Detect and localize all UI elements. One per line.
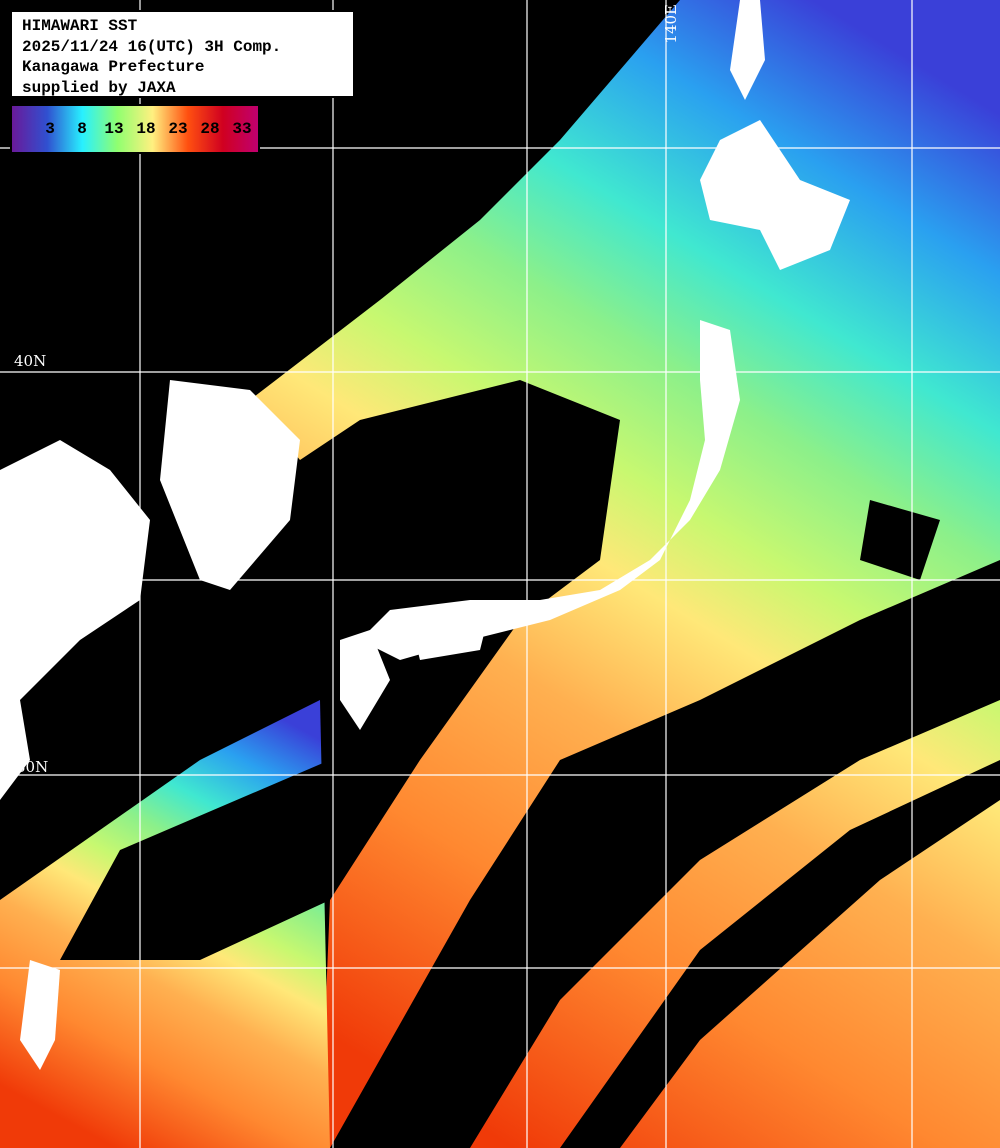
sea-surface-clear xyxy=(250,0,1000,1148)
legend-tick: 28 xyxy=(200,120,220,138)
land-korea xyxy=(160,380,300,590)
land xyxy=(0,0,850,1070)
title-product: HIMAWARI SST xyxy=(22,17,138,35)
legend-tick: 8 xyxy=(77,120,87,138)
lat-label-30n: 30N xyxy=(16,758,49,776)
land-kyushu xyxy=(340,630,390,730)
legend-tick: 3 xyxy=(45,120,55,138)
land-sakhalin xyxy=(730,0,765,100)
land-hokkaido xyxy=(700,120,850,270)
land-shikoku xyxy=(410,610,490,660)
legend-tick: 13 xyxy=(104,120,124,138)
title-region: Kanagawa Prefecture xyxy=(22,58,205,76)
legend-tick: 33 xyxy=(232,120,252,138)
title-datetime: 2025/11/24 16(UTC) 3H Comp. xyxy=(22,37,282,56)
title-box: HIMAWARI SST 2025/11/24 16(UTC) 3H Comp.… xyxy=(10,10,355,98)
land-taiwan xyxy=(20,960,60,1070)
color-scale-legend: 3 8 13 18 23 28 33 xyxy=(10,104,260,154)
lon-label-140e: 140E xyxy=(662,4,680,44)
title-credit: supplied by JAXA xyxy=(22,78,176,97)
legend-tick: 23 xyxy=(168,120,188,138)
legend-tick: 18 xyxy=(136,120,156,138)
land-honshu xyxy=(360,320,740,660)
land-primorye xyxy=(0,120,300,370)
lat-label-40n: 40N xyxy=(14,352,47,370)
land-china xyxy=(0,440,150,800)
